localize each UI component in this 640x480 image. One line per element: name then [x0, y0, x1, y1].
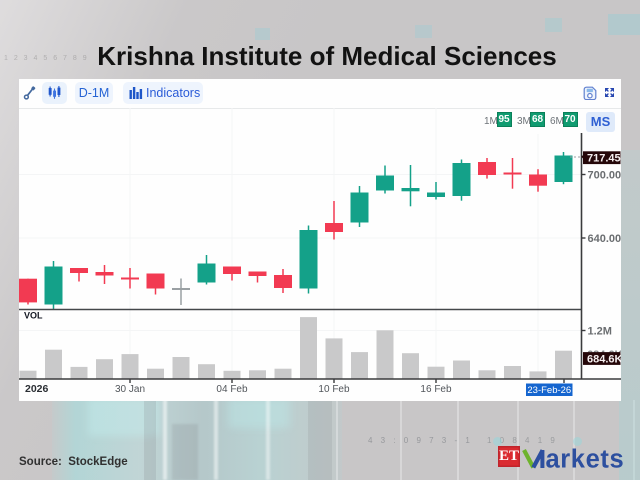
svg-text:10 Feb: 10 Feb	[318, 384, 350, 395]
svg-text:684.6K: 684.6K	[587, 353, 621, 365]
svg-text:717.45: 717.45	[587, 153, 621, 165]
svg-text:VOL: VOL	[24, 311, 43, 321]
svg-text:04 Feb: 04 Feb	[216, 384, 248, 395]
svg-text:arkets: arkets	[546, 446, 625, 473]
svg-text:16 Feb: 16 Feb	[420, 384, 452, 395]
svg-text:700.00: 700.00	[588, 170, 622, 182]
svg-text:1.2M: 1.2M	[588, 326, 612, 338]
svg-text:2026: 2026	[25, 383, 49, 395]
svg-text:640.00: 640.00	[588, 233, 622, 245]
svg-text:23-Feb-26: 23-Feb-26	[527, 385, 571, 396]
svg-text:30 Jan: 30 Jan	[115, 384, 145, 395]
